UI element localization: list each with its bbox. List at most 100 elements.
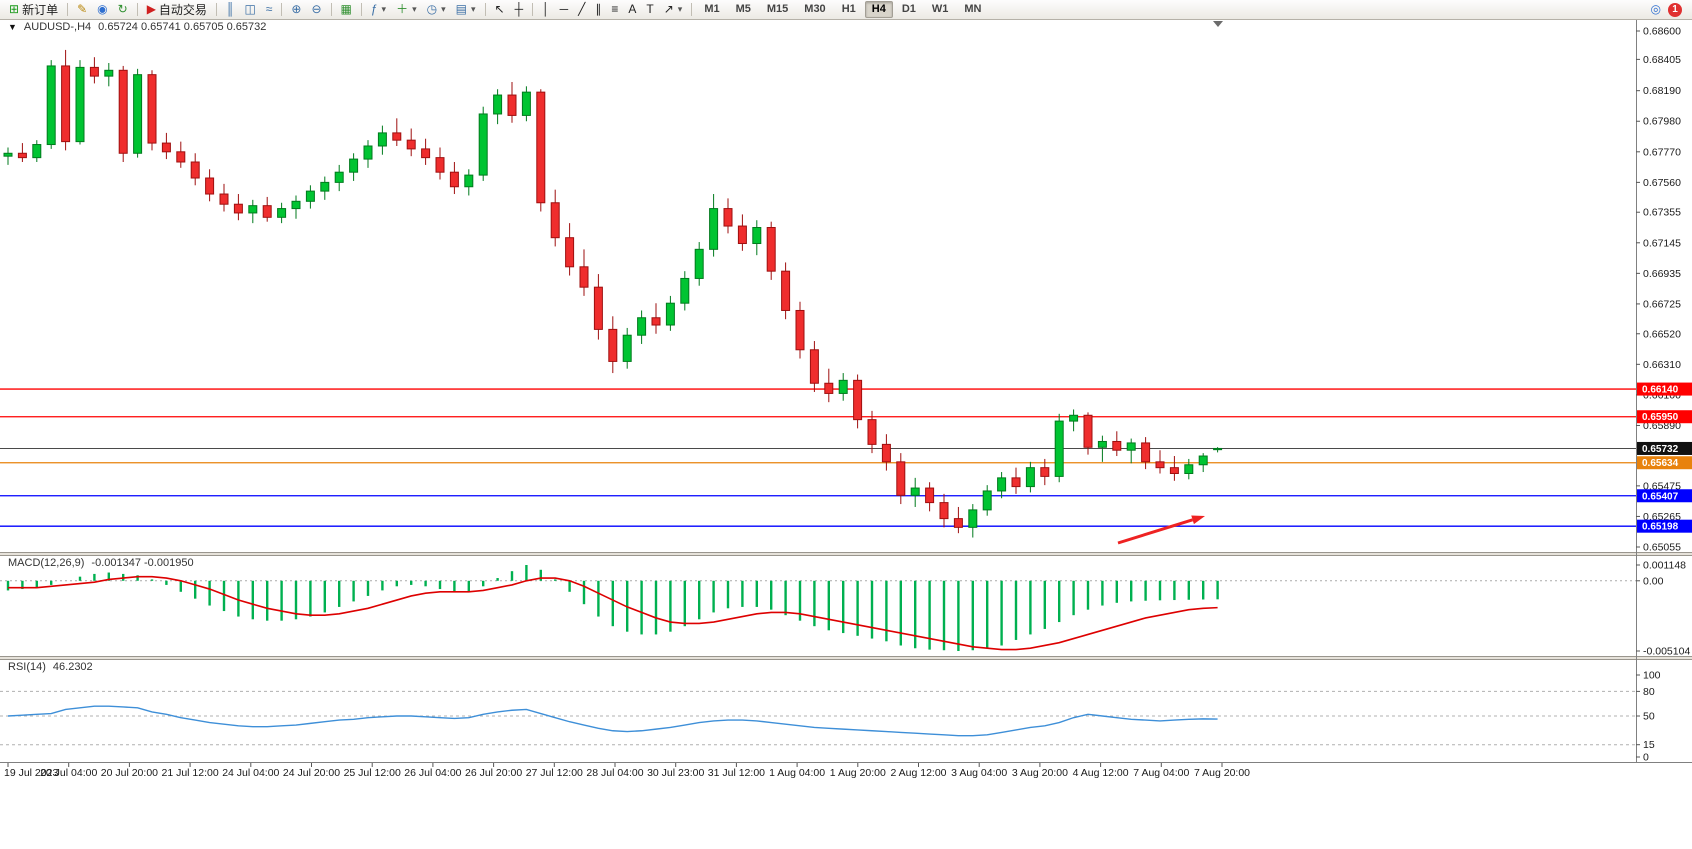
toolbar-separator bbox=[136, 3, 138, 16]
timeframe-button-mn[interactable]: MN bbox=[964, 3, 982, 15]
one-click-collapse-icon[interactable]: ▼ bbox=[8, 22, 17, 32]
svg-text:0.00: 0.00 bbox=[1643, 575, 1664, 587]
templates-button[interactable]: ▤ ▾ bbox=[451, 0, 481, 19]
svg-text:25 Jul 12:00: 25 Jul 12:00 bbox=[344, 767, 401, 779]
svg-text:24 Jul 20:00: 24 Jul 20:00 bbox=[283, 767, 340, 779]
arrow-annotation[interactable] bbox=[1117, 515, 1205, 545]
timeframe-button-m1[interactable]: M1 bbox=[704, 3, 720, 15]
svg-text:0.65055: 0.65055 bbox=[1643, 542, 1681, 554]
svg-text:26 Jul 04:00: 26 Jul 04:00 bbox=[404, 767, 461, 779]
chart-shift-marker[interactable] bbox=[1213, 21, 1223, 27]
rsi-indicator-header: RSI(14) 46.2302 bbox=[8, 661, 93, 673]
crosshair-icon: ┼ bbox=[514, 2, 524, 16]
channel-button[interactable]: ∥ bbox=[590, 0, 606, 19]
svg-text:0.67355: 0.67355 bbox=[1643, 207, 1681, 219]
bar-chart-button[interactable]: ║ bbox=[221, 0, 240, 19]
svg-text:19 Jul 2023: 19 Jul 2023 bbox=[4, 767, 58, 779]
zoom-in-icon: ⊕ bbox=[291, 2, 302, 16]
timeframe-button-h4[interactable]: H4 bbox=[864, 1, 893, 18]
dropdown-arrow-icon[interactable]: ▾ bbox=[412, 4, 417, 14]
metaeditor-icon: ✎ bbox=[77, 2, 88, 16]
toolbar-separator bbox=[484, 3, 486, 16]
svg-text:28 Jul 04:00: 28 Jul 04:00 bbox=[586, 767, 643, 779]
periods-button[interactable]: ◷ ▾ bbox=[422, 0, 451, 19]
text-label-icon: T bbox=[646, 2, 654, 16]
new-order-button[interactable]: ⊞ 新订单 bbox=[4, 0, 63, 19]
cursor-icon: ↖ bbox=[494, 2, 505, 16]
price-axis[interactable]: 0.68600 0.68405 0.68190 0.67980 0.67770 0.675… bbox=[1636, 26, 1681, 554]
chart-ohlc-values: 0.65724 0.65741 0.65705 0.65732 bbox=[98, 21, 267, 33]
svg-text:0: 0 bbox=[1643, 752, 1649, 764]
add-indicator-icon: ＋ bbox=[396, 2, 409, 16]
line-chart-icon: ≈ bbox=[265, 2, 273, 16]
search-button[interactable]: ◎ bbox=[1646, 0, 1666, 19]
text-icon: A bbox=[628, 2, 637, 16]
svg-text:0.66935: 0.66935 bbox=[1643, 268, 1681, 280]
arrows-icon: ↗ bbox=[663, 2, 674, 16]
svg-text:24 Jul 04:00: 24 Jul 04:00 bbox=[222, 767, 279, 779]
line-chart-button[interactable]: ≈ bbox=[261, 0, 278, 19]
svg-text:0.67560: 0.67560 bbox=[1643, 177, 1681, 189]
macd-panel: 0.001148 0.00 -0.005104 bbox=[0, 560, 1690, 658]
rsi-indicator-name: RSI(14) bbox=[8, 661, 46, 673]
svg-text:0.68190: 0.68190 bbox=[1643, 85, 1681, 97]
indicators-icon: ƒ bbox=[370, 2, 378, 16]
cursor-button[interactable]: ↖ bbox=[490, 0, 510, 19]
svg-text:3 Aug 04:00: 3 Aug 04:00 bbox=[951, 767, 1007, 779]
timeframe-button-m5[interactable]: M5 bbox=[735, 3, 751, 15]
arrows-button[interactable]: ↗ ▾ bbox=[659, 0, 688, 19]
svg-text:0.66310: 0.66310 bbox=[1643, 359, 1681, 371]
svg-text:0.67145: 0.67145 bbox=[1643, 237, 1681, 249]
horizontal-price-lines[interactable] bbox=[0, 388, 1636, 527]
community-button[interactable]: ◉ bbox=[92, 0, 112, 19]
zoom-out-button[interactable]: ⊖ bbox=[306, 0, 326, 19]
candlestick-series bbox=[3, 49, 1223, 538]
svg-text:0.001148: 0.001148 bbox=[1643, 560, 1686, 572]
svg-text:26 Jul 20:00: 26 Jul 20:00 bbox=[465, 767, 522, 779]
macd-indicator-values: -0.001347 -0.001950 bbox=[91, 557, 194, 569]
timeframe-button-m30[interactable]: M30 bbox=[804, 3, 826, 15]
svg-text:0.65634: 0.65634 bbox=[1642, 458, 1679, 469]
text-button[interactable]: A bbox=[623, 0, 641, 19]
trendline-button[interactable]: ╱ bbox=[573, 0, 590, 19]
refresh-button[interactable]: ↻ bbox=[113, 0, 133, 19]
autotrading-button[interactable]: ▶ 自动交易 bbox=[142, 0, 212, 19]
fibonacci-button[interactable]: ≡ bbox=[606, 0, 623, 19]
toolbar-separator bbox=[215, 3, 217, 16]
zoom-in-button[interactable]: ⊕ bbox=[286, 0, 306, 19]
tile-windows-button[interactable]: ▦ bbox=[336, 0, 357, 19]
timeframe-button-h1[interactable]: H1 bbox=[841, 3, 856, 15]
timeframe-button-w1[interactable]: W1 bbox=[931, 3, 949, 15]
periods-icon: ◷ bbox=[426, 2, 438, 16]
tile-windows-icon: ▦ bbox=[340, 2, 352, 16]
rsi-panel: 100 80 50 150 bbox=[0, 670, 1661, 764]
svg-text:100: 100 bbox=[1643, 670, 1661, 682]
indicators-button[interactable]: ƒ ▾ bbox=[366, 0, 391, 19]
dropdown-arrow-icon[interactable]: ▾ bbox=[677, 4, 683, 14]
dropdown-arrow-icon[interactable]: ▾ bbox=[441, 4, 446, 14]
metaeditor-button[interactable]: ✎ bbox=[72, 0, 92, 19]
toolbar-separator bbox=[532, 3, 534, 16]
svg-text:50: 50 bbox=[1643, 711, 1655, 723]
vertical-line-button[interactable]: │ bbox=[537, 0, 555, 19]
svg-text:0.66725: 0.66725 bbox=[1643, 298, 1681, 310]
search-icon: ◎ bbox=[1650, 2, 1661, 16]
text-label-button[interactable]: T bbox=[641, 0, 658, 19]
crosshair-button[interactable]: ┼ bbox=[510, 0, 529, 19]
community-icon: ◉ bbox=[97, 2, 108, 16]
notification-badge[interactable]: 1 bbox=[1668, 2, 1682, 17]
horizontal-line-button[interactable]: ─ bbox=[555, 0, 574, 19]
svg-text:0.65407: 0.65407 bbox=[1642, 491, 1679, 502]
timeframe-button-m15[interactable]: M15 bbox=[766, 3, 789, 15]
svg-text:20 Jul 04:00: 20 Jul 04:00 bbox=[40, 767, 97, 779]
add-indicator-button[interactable]: ＋ ▾ bbox=[391, 0, 422, 19]
timeframe-button-d1[interactable]: D1 bbox=[901, 3, 916, 15]
dropdown-arrow-icon[interactable]: ▾ bbox=[381, 4, 387, 14]
dropdown-arrow-icon[interactable]: ▾ bbox=[470, 4, 476, 14]
candlestick-chart-icon: ◫ bbox=[244, 2, 256, 16]
svg-text:0.67770: 0.67770 bbox=[1643, 146, 1681, 158]
candlestick-chart-button[interactable]: ◫ bbox=[239, 0, 260, 19]
new-order-button-label: 新订单 bbox=[22, 3, 59, 17]
